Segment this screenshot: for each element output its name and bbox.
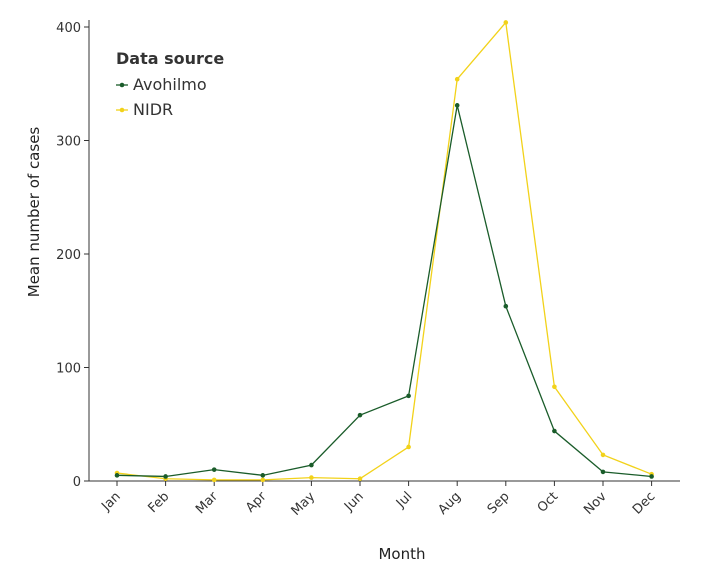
series-layer [114,20,654,483]
data-point [552,384,557,390]
y-tick-label: 300 [56,135,81,150]
x-axis-title: Month [378,545,425,563]
legend-swatch-point [119,107,125,113]
y-tick-label: 100 [56,362,81,377]
x-ticks: Jan Feb Mar Apr May Jun Jul Aug Sep Oct Nov Dec [98,481,658,519]
series-line [116,105,652,478]
legend-item-nidr: NIDR [116,100,173,119]
data-point [163,474,168,479]
data-point [406,393,411,399]
data-point [600,452,606,458]
data-point [406,444,411,450]
legend: Data source Avohilmo NIDR [116,49,224,119]
data-point [211,477,217,483]
data-point [503,303,509,309]
data-point [211,467,217,472]
data-point [260,477,266,483]
y-ticks: 0 100 200 300 400 [56,21,89,490]
legend-item-avohilmo: Avohilmo [116,75,207,94]
y-axis-title: Mean number of cases [25,127,43,298]
data-point [600,469,606,475]
x-tick-label: May [289,489,319,519]
legend-label: NIDR [133,100,173,119]
series-nidr [114,20,654,483]
x-tick-label: Sep [485,489,513,517]
x-tick-label: Feb [146,489,173,516]
x-tick-label: Aug [435,489,464,518]
data-point [114,473,120,478]
data-point [552,428,557,434]
axes: 0 100 200 300 400 Jan Feb Mar Apr May Jun Jul Aug Se… [56,20,680,519]
data-point [503,20,509,25]
x-tick-label: Jan [98,489,123,514]
x-tick-label: Jul [393,489,415,511]
x-tick-label: Mar [193,489,221,517]
y-tick-label: 400 [56,21,81,36]
data-point [357,476,363,482]
series-line [116,20,652,481]
y-tick-label: 200 [56,248,81,263]
x-tick-label: Apr [243,489,270,516]
data-point [454,76,460,82]
data-point [357,412,363,418]
data-point [454,103,460,108]
data-point [260,473,266,478]
y-tick-label: 0 [73,475,81,490]
data-point [309,462,314,468]
x-tick-label: Nov [581,489,610,518]
x-tick-label: Oct [535,489,562,516]
x-tick-label: Jun [341,489,367,515]
data-point [309,475,314,480]
legend-title: Data source [116,49,224,68]
data-point [649,474,654,479]
legend-items: Avohilmo NIDR [116,75,207,119]
legend-swatch-point [119,82,125,88]
legend-label: Avohilmo [133,75,207,94]
series-avohilmo [114,103,654,479]
x-tick-label: Dec [630,489,658,517]
